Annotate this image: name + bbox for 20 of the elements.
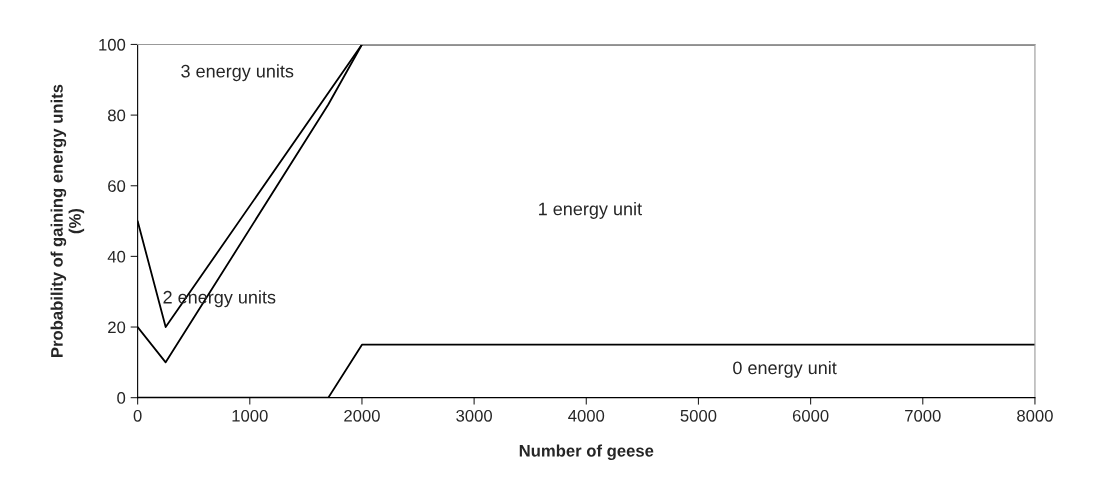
x-tick-label: 7000 [905, 409, 941, 422]
x-tick-label: 0 [133, 409, 142, 422]
y-axis-title: Probability of gaining energy units (%) [50, 84, 85, 357]
x-tick-label: 4000 [568, 409, 605, 422]
annotation: 3 energy units [181, 64, 294, 82]
x-tick-label: 5000 [680, 409, 717, 422]
annotation: 0 energy unit [733, 361, 837, 378]
y-tick-label: 20 [108, 321, 126, 334]
x-tick-label: 1000 [232, 409, 268, 422]
x-tick-label: 8000 [1017, 409, 1053, 422]
x-tick-label: 6000 [792, 409, 829, 422]
y-tick-label: 100 [99, 38, 126, 51]
annotation: 1 energy unit [539, 202, 642, 219]
y-tick-label: 40 [107, 250, 126, 263]
x-axis-title: Number of geese [519, 444, 654, 461]
y-tick-label: 0 [117, 392, 126, 404]
y-tick-label: 80 [108, 109, 126, 122]
y-tick-label: 60 [108, 180, 126, 192]
x-tick-label: 2000 [344, 409, 380, 422]
x-tick-label: 3000 [456, 409, 493, 422]
